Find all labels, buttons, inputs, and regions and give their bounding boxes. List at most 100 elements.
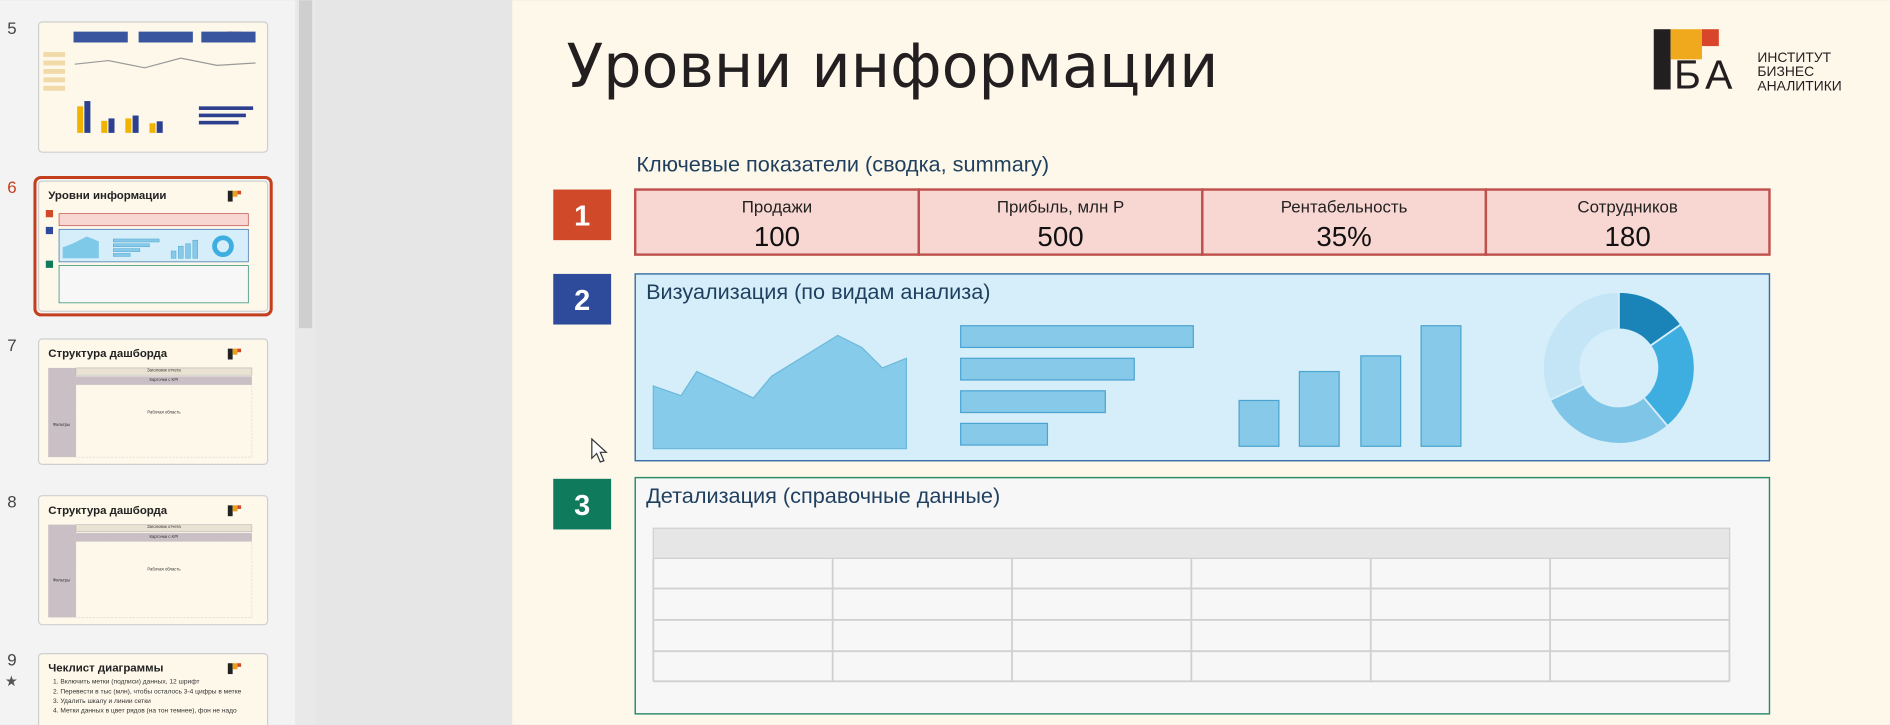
thumb-badge (45, 260, 54, 268)
logo-letter: А (1705, 51, 1733, 97)
thumb-line-text: 4. Метки данных в цвет рядов (на тон тем… (53, 708, 237, 715)
slide-number: 7 (7, 336, 16, 355)
thumb-logo (227, 190, 233, 202)
detail-box (634, 476, 1771, 715)
thumb-bar (77, 106, 84, 133)
thumb-logo (232, 663, 238, 670)
thumb-bar (156, 121, 163, 133)
slide-thumbnail[interactable]: Чеклист диаграммы 1. Включить метки (подп… (37, 652, 269, 725)
thumb-filter (43, 52, 66, 57)
editor-background (315, 0, 513, 725)
thumb-hbar (113, 253, 131, 257)
thumb-badge (45, 226, 54, 235)
kpi-card (1484, 188, 1771, 256)
thumb-donut (212, 235, 234, 258)
thumb-logo (227, 505, 233, 517)
section-badge (553, 189, 612, 241)
thumb-kpi-row (75, 376, 252, 385)
section-badge (553, 273, 612, 325)
thumb-filter (43, 77, 66, 83)
table-header (652, 527, 1731, 559)
slide-number: 9 (7, 651, 16, 670)
slide-marker: ★ (5, 674, 18, 690)
thumb-hbar (198, 106, 254, 110)
kpi-label: Рентабельность (1281, 197, 1408, 216)
thumb-bar (108, 118, 115, 133)
thumb-filter-column (48, 524, 76, 618)
column-chart-bar (1360, 355, 1402, 447)
thumb-filter (43, 68, 66, 74)
kpi-card (634, 188, 920, 256)
donut-segment (1548, 383, 1669, 445)
donut-segment (1542, 291, 1620, 402)
section-title: Ключевые показатели (сводка, summary) (636, 151, 1049, 176)
thumb-logo (237, 663, 242, 667)
kpi-label: Прибыль, млн Р (997, 197, 1124, 216)
thumb-label: Заголовок отчета (147, 368, 181, 373)
thumb-logo (232, 348, 238, 355)
slide-title: Уровни информации (567, 32, 1219, 102)
logo-letter: Б (1674, 51, 1701, 97)
thumb-filter (43, 85, 66, 91)
thumb-area (62, 236, 99, 259)
thumb-bar (125, 118, 132, 133)
thumb-work (75, 384, 253, 458)
kpi-value: 100 (754, 221, 800, 252)
logo-text: ИНСТИТУТ (1757, 49, 1831, 65)
thumb-bar (84, 101, 91, 133)
thumb-vbar (170, 250, 177, 259)
kpi-value: 35% (1316, 221, 1371, 252)
bar-chart-bar (960, 390, 1106, 414)
column-chart-bar (1420, 325, 1462, 447)
thumb-vbar (192, 239, 198, 259)
column-chart-bar (1298, 370, 1340, 447)
thumb-header (75, 367, 253, 376)
section-badge (553, 478, 612, 530)
thumb-logo (227, 348, 233, 360)
thumb-line-text: 1. Включить метки (подписи) данных, 12 ш… (53, 679, 200, 686)
thumb-card (73, 31, 128, 43)
slide-content: Уровни информации Б А ИНСТИТУТБИЗНЕСАНАЛИТ… (553, 29, 1842, 715)
logo-text: БИЗНЕС (1757, 63, 1814, 79)
bar-chart-bar (960, 357, 1135, 381)
mouse-cursor (591, 437, 608, 463)
kpi-card (1201, 188, 1488, 256)
slide-number: 5 (7, 19, 16, 38)
thumbnail-title: Чеклист диаграммы (48, 663, 163, 675)
slide-thumbnail[interactable]: Структура дашборда Заголовок отчета Карточ… (37, 338, 269, 465)
thumbnail-title: Структура дашборда (48, 348, 168, 360)
thumb-bar (132, 115, 139, 133)
thumb-label: Карточки с KPI (150, 534, 179, 539)
slide-thumbnail[interactable]: Уровни информации (33, 175, 273, 317)
thumb-card (138, 31, 193, 43)
thumbnail-title: Структура дашборда (48, 505, 168, 517)
slide-thumbnail[interactable]: Структура дашборда Заголовок отчета Карточ… (37, 495, 269, 626)
thumb-bar (149, 123, 156, 133)
thumb-kpi-row (75, 533, 252, 542)
thumb-hbar (198, 120, 239, 125)
thumb-work (75, 541, 253, 618)
kpi-value: 500 (1037, 221, 1083, 252)
thumb-logo (232, 505, 238, 512)
slide-number: 6 (7, 178, 16, 197)
logo-text: АНАЛИТИКИ (1757, 78, 1841, 94)
kpi-label: Продажи (742, 197, 812, 216)
scrollbar-thumb[interactable] (298, 0, 313, 329)
thumb-line (74, 57, 256, 69)
column-chart-bar (1238, 399, 1280, 447)
bar-chart-bar (960, 325, 1194, 349)
logo-block (1653, 29, 1671, 90)
slide-thumbnail[interactable] (37, 21, 269, 153)
thumb-hbar (198, 113, 246, 118)
selection-border (33, 175, 273, 317)
thumb-hbar (113, 238, 160, 243)
thumb-label: Рабочая область (147, 566, 181, 571)
thumbnail-background (37, 652, 269, 725)
thumbnail-background (37, 21, 269, 153)
kpi-label: Сотрудников (1577, 197, 1677, 216)
thumb-table (58, 265, 249, 304)
area-chart (652, 334, 908, 450)
thumb-line-text: 3. Удалить шкалу и линии сетки (53, 698, 151, 705)
